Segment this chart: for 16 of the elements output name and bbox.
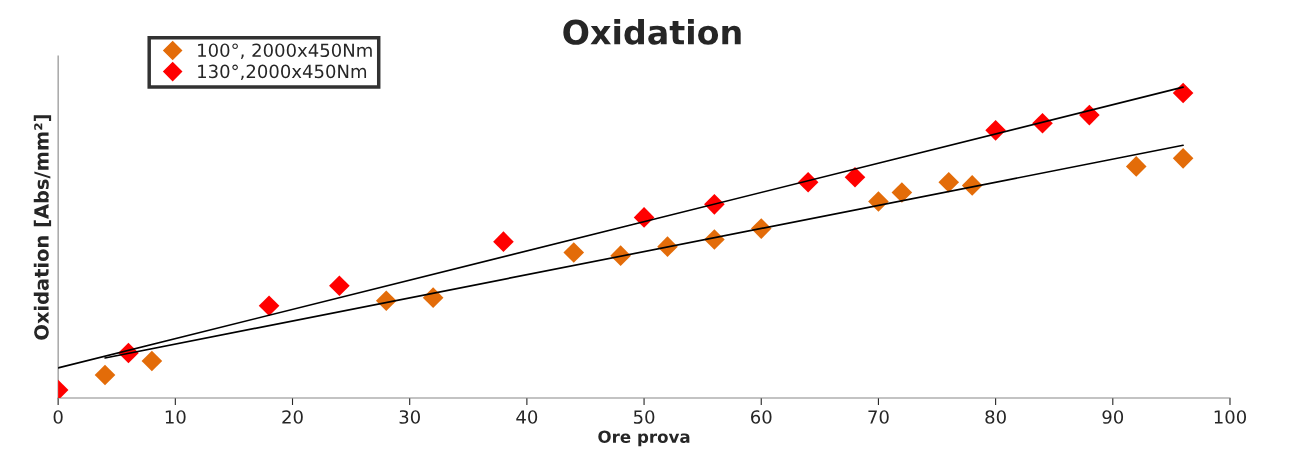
x-tick-label: 30 — [399, 410, 420, 424]
x-tick-label: 50 — [633, 410, 655, 424]
chart-title: Oxidation — [563, 19, 741, 45]
x-tick-label: 60 — [751, 410, 772, 424]
legend-label: 100°, 2000x450Nm — [198, 43, 372, 59]
x-tick-label: 80 — [985, 410, 1006, 424]
x-tick-label: 10 — [165, 410, 186, 424]
x-tick-label: 70 — [868, 410, 889, 424]
y-axis-title: Oxidation [Abs/mm²] — [33, 115, 52, 340]
x-tick-label: 0 — [53, 410, 63, 424]
x-tick-label: 20 — [282, 410, 303, 424]
x-tick-label: 100 — [1214, 410, 1247, 424]
x-tick-label: 40 — [516, 410, 538, 424]
x-tick-label: 90 — [1102, 410, 1124, 424]
legend-label: 130°,2000x450Nm — [198, 64, 367, 81]
x-axis-title: Ore prova — [598, 430, 690, 447]
